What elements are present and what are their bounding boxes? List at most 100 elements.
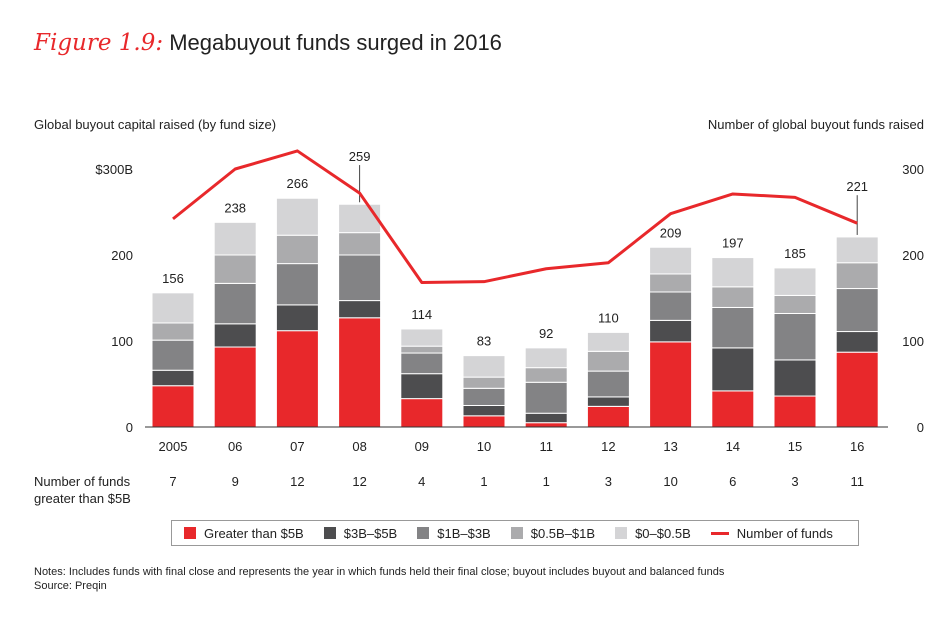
funds-count-label: 3 (791, 474, 798, 489)
bar-segment (649, 341, 693, 428)
legend-swatch (323, 527, 336, 539)
bar-segment (524, 422, 568, 428)
legend-swatch (184, 527, 196, 539)
notes-text: Notes: Includes funds with final close a… (34, 566, 725, 578)
legend-item: Greater than $5B (184, 526, 304, 541)
legend-label: Greater than $5B (204, 525, 304, 541)
bar-segment (711, 257, 755, 288)
legend-label: $3B–$5B (343, 525, 398, 541)
bar-segment (338, 300, 382, 319)
bar-segment (400, 398, 444, 428)
category-tick-label: 15 (788, 439, 802, 454)
bar-segment (400, 345, 444, 354)
figure-title: Figure 1.9: Megabuyout funds surged in 2… (34, 30, 502, 56)
bar-segment (649, 291, 693, 321)
bar-total-label: 259 (349, 149, 371, 164)
legend-item: Number of funds (710, 525, 833, 541)
bar-total-label: 83 (477, 334, 491, 349)
category-tick-label: 16 (850, 439, 864, 454)
funds-count-label: 1 (480, 474, 487, 489)
bar-total-label: 266 (287, 176, 309, 191)
left-tick-label: 200 (111, 248, 133, 263)
right-tick-label: 200 (902, 248, 924, 263)
left-tick-label: 100 (111, 334, 133, 349)
bar-segment (462, 376, 506, 389)
bar-total-label: 185 (784, 246, 806, 261)
bar-segment (275, 197, 319, 236)
legend-swatch (615, 527, 628, 539)
bar-segment (835, 331, 879, 353)
legend-item: $3B–$5B (323, 525, 398, 541)
bar-segment (773, 294, 817, 314)
left-tick-label: $300B (95, 162, 133, 177)
number-of-funds-line (172, 149, 858, 285)
bar-segment (524, 381, 568, 414)
category-tick-label: 06 (228, 439, 242, 454)
bar-segment (338, 203, 382, 234)
funds-count-label: 12 (352, 474, 366, 489)
figure-title-text: Megabuyout funds surged in 2016 (169, 30, 502, 55)
funds-count-label: 4 (418, 474, 425, 489)
bar-segment (773, 359, 817, 397)
bar-total-label: 110 (598, 310, 619, 325)
category-tick-label: 10 (477, 439, 491, 454)
funds-count-label: 10 (663, 474, 677, 489)
bar-segment (586, 331, 630, 352)
bar-segment (151, 369, 195, 387)
bar-segment (711, 347, 755, 392)
legend-label: Number of funds (736, 525, 833, 541)
bar-total-label: 221 (846, 179, 868, 194)
category-tick-label: 13 (663, 439, 677, 454)
bar-segment (213, 282, 257, 325)
bar-segment (400, 373, 444, 400)
chart-legend: Greater than $5B $3B–$5B $1B–$3B $0.5B–$1B $… (171, 520, 859, 546)
bar-segment (151, 292, 195, 324)
category-tick-label: 09 (415, 439, 429, 454)
bar-segment (275, 263, 319, 306)
bar-segment (400, 352, 444, 375)
chart-area: 0100200$300B0100200300156238266259114839… (34, 149, 924, 506)
legend-label: $0–$0.5B (635, 525, 691, 541)
bar-segment (462, 355, 506, 378)
bar-segment (835, 288, 879, 333)
bar-segment (275, 304, 319, 332)
bar-segment (213, 346, 257, 428)
bar-segment (213, 254, 257, 284)
category-tick-label: 14 (726, 439, 740, 454)
funds-count-label: 3 (605, 474, 612, 489)
category-tick-label: 12 (601, 439, 615, 454)
bar-segment (213, 221, 257, 256)
bar-total-label: 114 (411, 307, 432, 322)
bar-segment (773, 312, 817, 361)
bar-segment (462, 387, 506, 406)
legend-item: $1B–$3B (417, 526, 491, 541)
chart-notes: Notes: Includes funds with final close a… (34, 565, 724, 593)
bar-total-label: 238 (224, 200, 246, 215)
right-axis-label: Number of global buyout funds raised (707, 117, 924, 132)
legend-item: $0–$0.5B (615, 526, 691, 541)
bar-segment (586, 350, 630, 372)
bar-segment (338, 317, 382, 428)
bar-total-label: 156 (162, 271, 184, 286)
funds-row-label: greater than $5B (34, 491, 131, 506)
bar-segment (711, 390, 755, 428)
bar-segment (338, 254, 382, 302)
left-tick-label: 0 (126, 420, 133, 435)
bar-segment (649, 246, 693, 275)
bar-segment (524, 347, 568, 369)
funds-count-label: 6 (729, 474, 736, 489)
bar-segment (586, 370, 630, 398)
right-tick-label: 0 (917, 420, 924, 435)
bar-segment (213, 323, 257, 348)
bar-segment (586, 405, 630, 428)
funds-row-label: Number of funds (34, 474, 131, 489)
category-tick-label: 11 (539, 439, 553, 454)
bar-segment (275, 234, 319, 265)
bar-total-label: 197 (722, 236, 744, 251)
bar-segment (524, 367, 568, 383)
bar-segment (711, 286, 755, 308)
bar-segment (586, 396, 630, 407)
bar-segment (649, 319, 693, 343)
category-tick-label: 07 (290, 439, 304, 454)
bar-segment (462, 415, 506, 428)
